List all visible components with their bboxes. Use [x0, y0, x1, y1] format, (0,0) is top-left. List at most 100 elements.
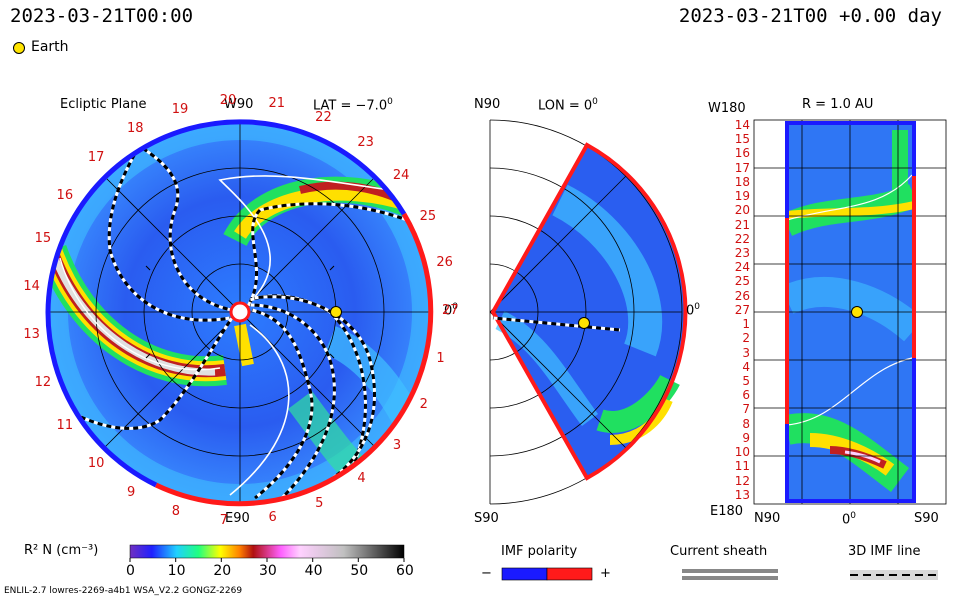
sphere-row-label-6: 6	[742, 388, 750, 403]
ring-label-8: 8	[171, 504, 181, 520]
sphere-row-label-10: 10	[734, 445, 750, 460]
earth-legend-dot	[13, 42, 25, 54]
sphere-row-label-16: 16	[734, 146, 750, 161]
ring-label-3: 3	[392, 437, 402, 453]
sphere-row-label-12: 12	[734, 473, 750, 488]
sphere-panel	[753, 119, 947, 505]
ring-label-1: 1	[436, 351, 445, 367]
imf-3d-line-legend	[850, 570, 938, 580]
imf-negative-swatch	[501, 567, 548, 581]
sphere-row-label-4: 4	[742, 359, 750, 374]
ring-label-6: 6	[268, 509, 277, 525]
colorbar-tick-60: 60	[396, 563, 414, 579]
meridional-lon-label: LON = 00	[538, 97, 598, 114]
ring-label-14: 14	[23, 278, 40, 294]
sphere-row-label-1: 1	[742, 317, 750, 332]
ring-label-25: 25	[419, 208, 437, 224]
ring-label-7: 7	[219, 512, 229, 528]
timestamp-right: 2023-03-21T00 +0.00 day	[678, 5, 942, 27]
sphere-r-label: R = 1.0 AU	[802, 97, 874, 112]
earth-marker-ecliptic	[330, 306, 342, 318]
ring-label-26: 26	[436, 254, 453, 270]
sphere-row-label-5: 5	[742, 374, 750, 388]
earth-marker-meridional	[578, 317, 590, 329]
ring-label-18: 18	[127, 121, 144, 137]
ring-label-10: 10	[87, 455, 105, 471]
sphere-row-label-26: 26	[734, 288, 750, 303]
colorbar-tick-30: 30	[259, 563, 277, 579]
ring-label-13: 13	[23, 327, 40, 343]
ring-label-23: 23	[357, 134, 374, 150]
meridional-n90-label: N90	[474, 97, 501, 112]
ring-label-5: 5	[315, 495, 324, 511]
ring-label-19: 19	[171, 101, 189, 117]
ring-label-24: 24	[392, 168, 410, 183]
sphere-row-label-24: 24	[734, 260, 750, 275]
sphere-row-label-23: 23	[734, 246, 750, 260]
ring-label-11: 11	[56, 418, 74, 434]
sphere-row-label-19: 19	[734, 189, 750, 204]
ecliptic-plane-panel	[45, 119, 434, 507]
imf-positive-swatch	[546, 567, 593, 581]
imf-plus-label: +	[600, 566, 611, 581]
ring-label-20: 20	[219, 93, 237, 109]
ring-label-27: 27	[442, 303, 459, 318]
sphere-row-label-3: 3	[742, 345, 750, 360]
ring-label-4: 4	[357, 471, 366, 487]
colorbar-label: R² N (cm⁻³)	[24, 543, 99, 558]
density-colorbar	[129, 544, 405, 562]
ring-label-9: 9	[127, 484, 136, 500]
meridional-plane-panel	[489, 119, 688, 505]
timestamp-left: 2023-03-21T00:00	[10, 5, 194, 27]
ecliptic-w90-label: W90	[224, 97, 254, 112]
sphere-row-label-20: 20	[734, 203, 750, 218]
earth-legend-label: Earth	[31, 39, 69, 55]
ring-label-21: 21	[268, 96, 285, 112]
colorbar-tick-40: 40	[304, 563, 323, 579]
sphere-row-label-18: 18	[734, 174, 750, 189]
meridional-s90-label: S90	[474, 511, 499, 526]
ecliptic-e90-label: E90	[225, 511, 250, 526]
sphere-n90-label: N90	[754, 511, 781, 526]
ring-label-22: 22	[315, 110, 332, 126]
ecliptic-zero-label: 00	[444, 302, 459, 319]
sphere-row-label-8: 8	[742, 416, 750, 431]
sphere-e180-label: E180	[710, 504, 744, 519]
sphere-row-label-7: 7	[742, 402, 750, 417]
footer-model-info: ENLIL-2.7 lowres-2269-a4b1 WSA_V2.2 GONG…	[4, 586, 243, 596]
sphere-row-label-15: 15	[734, 132, 750, 147]
meridional-zero-label: 00	[686, 302, 701, 319]
colorbar-tick-20: 20	[213, 563, 232, 579]
sphere-w180-label: W180	[708, 101, 746, 116]
ecliptic-lat-label: LAT = −7.00	[313, 97, 393, 114]
ring-label-15: 15	[34, 231, 52, 247]
sphere-zero-label: 00	[842, 511, 857, 528]
current-sheath-legend	[682, 569, 778, 580]
ecliptic-title: Ecliptic Plane	[60, 97, 147, 112]
imf-minus-label: −	[481, 566, 492, 581]
ring-label-2: 2	[419, 397, 428, 413]
colorbar-tick-50: 50	[350, 563, 369, 579]
current-sheath-title: Current sheath	[670, 544, 768, 559]
colorbar-tick-0: 0	[126, 563, 135, 579]
ring-label-17: 17	[87, 150, 105, 166]
sun-marker	[229, 301, 251, 323]
imf-polarity-title: IMF polarity	[501, 544, 578, 559]
imf-3d-line-title: 3D IMF line	[848, 544, 921, 559]
sphere-row-label-21: 21	[734, 217, 750, 232]
sphere-row-label-13: 13	[734, 487, 750, 502]
sphere-row-label-25: 25	[734, 274, 750, 289]
imf-polarity-legend	[501, 567, 593, 581]
ring-label-16: 16	[56, 187, 74, 203]
earth-marker-sphere	[851, 306, 863, 318]
sphere-row-label-9: 9	[742, 430, 750, 445]
sphere-row-label-17: 17	[734, 160, 750, 175]
sphere-row-label-11: 11	[734, 459, 750, 474]
sphere-row-label-14: 14	[734, 118, 750, 132]
sphere-row-label-22: 22	[734, 231, 750, 246]
sphere-row-label-2: 2	[742, 331, 750, 346]
sphere-row-label-27: 27	[734, 302, 750, 317]
ring-label-12: 12	[34, 374, 52, 390]
colorbar-tick-10: 10	[167, 563, 186, 579]
